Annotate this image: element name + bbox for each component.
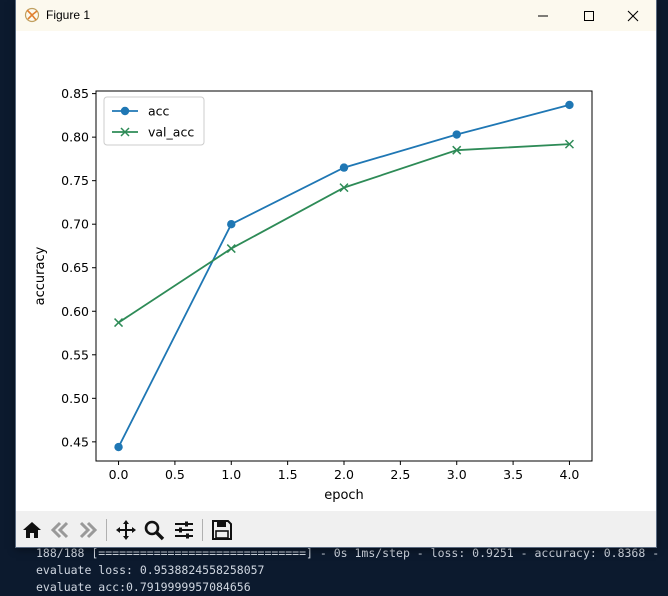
y-tick-label: 0.45 (61, 434, 89, 449)
y-tick-label: 0.50 (61, 391, 89, 406)
figure-window: Figure 1 0.0 0.5 1.0 1.5 2.0 2.5 3.0 3.5 4.0 0.45… (16, 0, 656, 547)
y-tick-label: 0.65 (61, 260, 89, 275)
forward-icon (79, 521, 98, 539)
y-tick-label: 0.80 (61, 130, 89, 145)
y-axis-label: accuracy (33, 246, 48, 305)
zoom-icon (144, 520, 165, 541)
data-point-val_acc (452, 145, 462, 155)
y-tick-label: 0.55 (61, 347, 89, 362)
save-button[interactable] (209, 517, 235, 543)
back-button[interactable] (47, 517, 73, 543)
minimize-icon (538, 15, 548, 16)
y-tick-label: 0.85 (61, 86, 89, 101)
title-bar[interactable]: Figure 1 (16, 0, 656, 31)
pan-button[interactable] (113, 517, 139, 543)
minimize-button[interactable] (520, 0, 566, 31)
save-icon (212, 520, 232, 540)
legend-box (103, 96, 205, 146)
data-point-acc (339, 163, 349, 172)
data-point-acc (114, 442, 123, 452)
home-icon (23, 522, 41, 538)
y-tick-label: 0.70 (61, 217, 89, 232)
x-tick-label: 3.0 (447, 467, 467, 482)
x-tick-label: 4.0 (560, 467, 580, 482)
x-tick-label: 2.0 (334, 467, 354, 482)
back-icon (50, 521, 69, 539)
data-point-val_acc (114, 318, 124, 328)
x-tick-label: 3.5 (503, 467, 523, 482)
series-line-acc (117, 104, 570, 448)
legend-label-val_acc: val_acc (148, 125, 194, 140)
matplotlib-logo-icon (24, 7, 40, 23)
y-tick-label: 0.60 (61, 304, 89, 319)
data-point-val_acc (226, 244, 236, 254)
x-tick-label: 1.0 (221, 467, 241, 482)
configure-subplots-button[interactable] (171, 517, 197, 543)
legend-label-acc: acc (148, 104, 170, 119)
data-point-acc (565, 100, 574, 110)
data-point-val_acc (339, 183, 349, 193)
close-button[interactable] (610, 0, 656, 31)
line-chart: 0.0 0.5 1.0 1.5 2.0 2.5 3.0 3.5 4.0 0.45 0.50 0.55 0… (33, 86, 593, 503)
window-title: Figure 1 (46, 8, 91, 22)
close-icon (627, 10, 639, 21)
data-point-val_acc (564, 139, 574, 149)
toolbar-separator (202, 519, 203, 541)
x-tick-label: 2.5 (390, 467, 410, 482)
x-axis-label: epoch (324, 488, 364, 503)
x-tick-label: 1.5 (278, 467, 298, 482)
maximize-button[interactable] (566, 0, 612, 31)
terminal-line: evaluate loss: 0.9538824558258057 (36, 563, 265, 577)
maximize-icon (584, 10, 594, 21)
navigation-toolbar (16, 511, 656, 547)
toolbar-separator (106, 519, 107, 541)
home-button[interactable] (19, 517, 45, 543)
legend-marker-val_acc (120, 127, 130, 137)
x-tick-label: 0.0 (109, 467, 129, 482)
zoom-button[interactable] (141, 517, 167, 543)
pan-icon (116, 520, 136, 540)
terminal-line: evaluate acc:0.7919999957084656 (36, 580, 251, 594)
x-tick-label: 0.5 (165, 467, 185, 482)
y-tick-label: 0.75 (61, 173, 89, 188)
data-point-acc (227, 220, 236, 229)
data-point-acc (452, 130, 461, 139)
forward-button[interactable] (75, 517, 101, 543)
legend-marker-acc (120, 106, 130, 116)
configure-subplots-icon (175, 521, 193, 539)
figure-canvas[interactable]: 0.0 0.5 1.0 1.5 2.0 2.5 3.0 3.5 4.0 0.45 0.50 0.55 0… (16, 31, 656, 511)
terminal-line: 188/188 [==============================]… (36, 546, 660, 560)
